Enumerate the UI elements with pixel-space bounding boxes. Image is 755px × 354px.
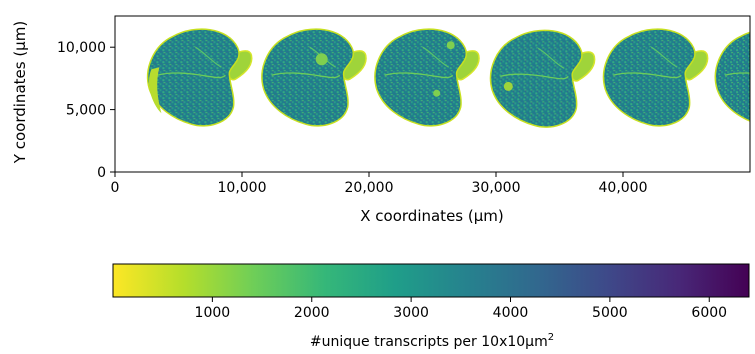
- tissue-band: [422, 46, 449, 68]
- tissue-band: [195, 46, 222, 68]
- tissue-sections: [146, 28, 750, 128]
- tissue-section: [602, 28, 709, 127]
- tissue-section: [146, 28, 253, 127]
- colorbar: 1000 2000 3000 4000 5000 6000 #unique transcr…: [112, 263, 750, 350]
- tissue-spot: [503, 81, 513, 91]
- y-tick-label: 5,000: [66, 103, 106, 119]
- x-tick-label: 40,000: [599, 180, 648, 196]
- x-tick-label: 30,000: [472, 180, 521, 196]
- tissue-section: [261, 28, 367, 127]
- tissue-section: [489, 29, 596, 128]
- spatial-plot: 0 10,000 20,000 30,000 40,000 0 5,000 10,000 X…: [11, 15, 751, 225]
- tissue-band: [157, 72, 226, 79]
- y-tick-label: 10,000: [57, 40, 106, 56]
- y-axis-label: Y coordinates (μm): [11, 21, 29, 164]
- colorbar-tick-label: 1000: [195, 305, 231, 321]
- tissue-body: [489, 29, 583, 128]
- tissue-body: [714, 31, 750, 122]
- x-axis-ticks: 0 10,000 20,000 30,000 40,000: [111, 172, 648, 196]
- plot-frame: [114, 15, 751, 173]
- tissue-band: [271, 72, 341, 79]
- tissue-body: [146, 28, 240, 127]
- tissue-section: [374, 28, 480, 127]
- tissue-body: [261, 28, 355, 127]
- tissue-band: [650, 46, 678, 68]
- colorbar-ticks: 1000 2000 3000 4000 5000 6000: [195, 297, 727, 321]
- y-axis-ticks: 0 5,000 10,000: [57, 40, 115, 181]
- tissue-body: [374, 28, 468, 127]
- colorbar-gradient: [112, 263, 750, 298]
- x-axis-label: X coordinates (μm): [360, 207, 504, 225]
- tissue-band: [724, 72, 750, 76]
- x-tick-label: 0: [111, 180, 120, 196]
- tissue-body: [602, 28, 696, 127]
- tissue-band: [500, 73, 569, 80]
- x-tick-label: 10,000: [218, 180, 267, 196]
- tissue-spot: [446, 41, 455, 50]
- y-tick-label: 0: [97, 165, 106, 181]
- tissue-band: [613, 72, 682, 79]
- tissue-edge-highlight: [149, 67, 162, 114]
- x-tick-label: 20,000: [345, 180, 394, 196]
- colorbar-label: #unique transcripts per 10x10μm2: [310, 332, 554, 350]
- colorbar-tick-label: 6000: [691, 305, 727, 321]
- colorbar-tick-label: 3000: [393, 305, 429, 321]
- tissue-spot: [315, 53, 328, 66]
- colorbar-tick-label: 4000: [493, 305, 529, 321]
- tissue-spot: [433, 89, 441, 97]
- tissue-band: [384, 72, 454, 79]
- tissue-section: [714, 31, 750, 122]
- colorbar-tick-label: 2000: [294, 305, 330, 321]
- tissue-band: [537, 47, 565, 69]
- colorbar-tick-label: 5000: [592, 305, 628, 321]
